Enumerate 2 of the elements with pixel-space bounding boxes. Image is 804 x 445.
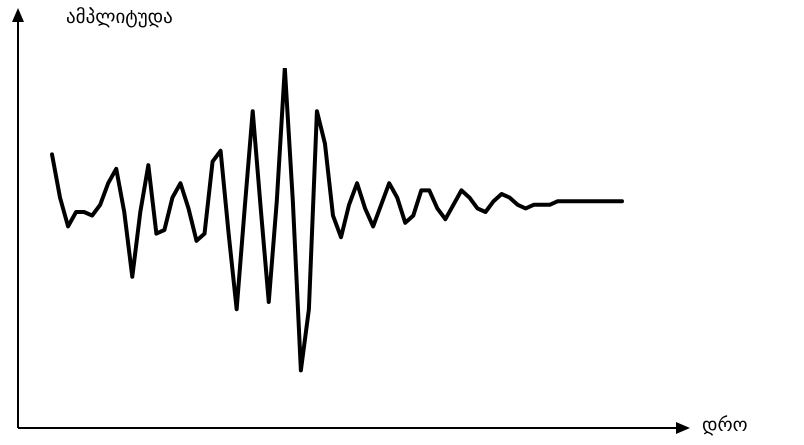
y-axis-title: ამპლიტუდა	[66, 6, 173, 28]
x-axis-title: დრო	[702, 414, 748, 436]
